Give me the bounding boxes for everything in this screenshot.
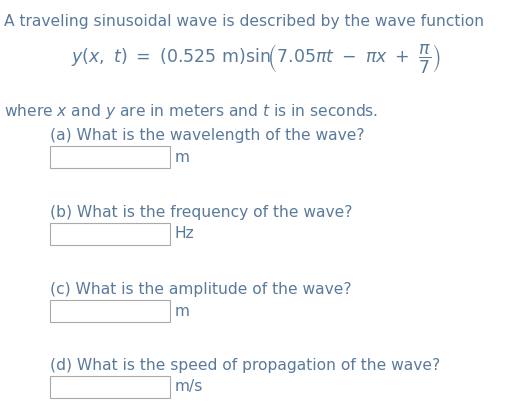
Text: $y(x,\ t)\ =\ \mathrm{(0.525\ m)}\mathrm{sin}\!\left(7.05\pi t\ -\ \pi x\ +\ \df: $y(x,\ t)\ =\ \mathrm{(0.525\ m)}\mathrm… [71, 42, 441, 75]
FancyBboxPatch shape [50, 223, 170, 245]
Text: where $x$ and $y$ are in meters and $t$ is in seconds.: where $x$ and $y$ are in meters and $t$ … [4, 102, 378, 121]
Text: Hz: Hz [175, 227, 195, 241]
Text: (a) What is the wavelength of the wave?: (a) What is the wavelength of the wave? [50, 128, 365, 143]
FancyBboxPatch shape [50, 300, 170, 322]
Text: m/s: m/s [175, 379, 203, 394]
Text: A traveling sinusoidal wave is described by the wave function: A traveling sinusoidal wave is described… [4, 14, 484, 29]
Text: m: m [175, 149, 190, 164]
Text: (c) What is the amplitude of the wave?: (c) What is the amplitude of the wave? [50, 282, 352, 297]
Text: (d) What is the speed of propagation of the wave?: (d) What is the speed of propagation of … [50, 358, 440, 373]
Text: m: m [175, 304, 190, 319]
FancyBboxPatch shape [50, 376, 170, 398]
Text: (b) What is the frequency of the wave?: (b) What is the frequency of the wave? [50, 205, 352, 220]
FancyBboxPatch shape [50, 146, 170, 168]
